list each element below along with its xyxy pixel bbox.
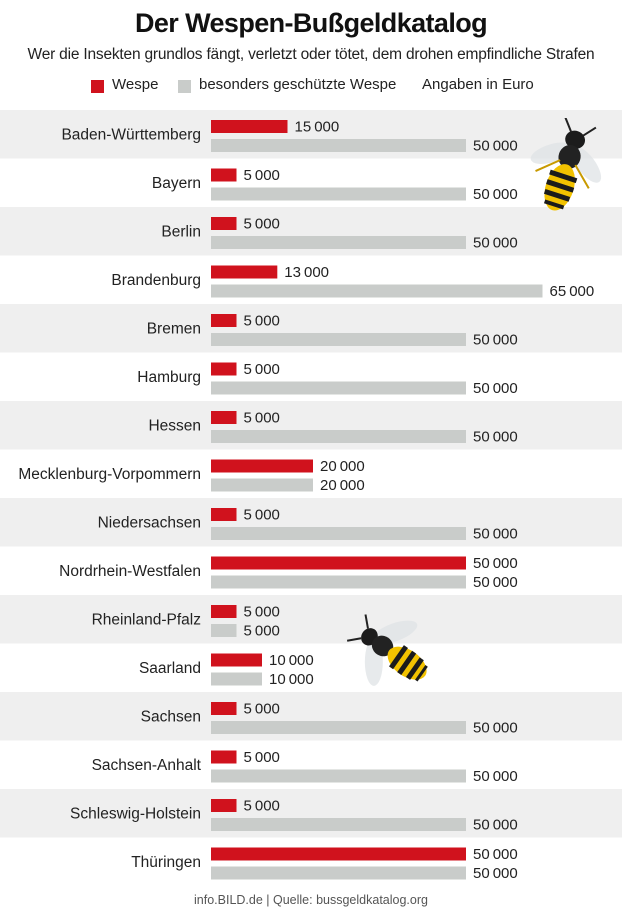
value-label-wespe: 50 000 xyxy=(473,846,518,863)
bar-chart: Baden-Württemberg 15 000 50 000 Bayern 5 000… xyxy=(0,110,622,882)
value-label-geschuetzt: 50 000 xyxy=(473,429,518,446)
category-label: Niedersachsen xyxy=(98,514,201,531)
value-label-wespe: 5 000 xyxy=(244,749,280,766)
value-label-wespe: 5 000 xyxy=(244,216,280,233)
bar-wespe xyxy=(211,508,237,521)
bar-geschuetzt xyxy=(211,236,466,249)
category-label: Berlin xyxy=(161,223,201,240)
bar-wespe xyxy=(211,265,278,279)
bar-geschuetzt xyxy=(211,187,466,201)
bar-wespe xyxy=(211,217,237,230)
value-label-geschuetzt: 50 000 xyxy=(473,817,518,834)
category-label: Nordrhein-Westfalen xyxy=(59,563,201,580)
chart-subtitle: Wer die Insekten grundlos fängt, verletz… xyxy=(27,46,595,63)
bar-wespe xyxy=(211,702,237,715)
category-label: Hamburg xyxy=(137,369,201,386)
bar-geschuetzt xyxy=(211,818,466,831)
legend-label-geschuetzt: besonders geschützte Wespe xyxy=(199,76,397,93)
row-stripe xyxy=(0,595,622,644)
bar-geschuetzt xyxy=(211,430,466,443)
value-label-wespe: 5 000 xyxy=(244,798,280,815)
category-label: Saarland xyxy=(139,660,201,677)
value-label-geschuetzt: 5 000 xyxy=(244,623,280,640)
category-label: Thüringen xyxy=(131,854,201,871)
value-label-wespe: 5 000 xyxy=(244,313,280,330)
legend-unit-note: Angaben in Euro xyxy=(422,76,534,93)
bar-geschuetzt xyxy=(211,575,466,589)
value-label-wespe: 13 000 xyxy=(284,264,329,281)
bar-wespe xyxy=(211,168,237,182)
bar-wespe xyxy=(211,750,237,764)
bar-geschuetzt xyxy=(211,721,466,734)
category-label: Brandenburg xyxy=(111,272,201,289)
bar-geschuetzt xyxy=(211,333,466,346)
bar-geschuetzt xyxy=(211,672,262,686)
bar-geschuetzt xyxy=(211,527,466,540)
category-label: Rheinland-Pfalz xyxy=(92,611,201,628)
value-label-geschuetzt: 10 000 xyxy=(269,671,314,688)
category-label: Schleswig-Holstein xyxy=(70,805,201,822)
value-label-geschuetzt: 50 000 xyxy=(473,235,518,252)
chart-title: Der Wespen-Bußgeldkatalog xyxy=(134,8,488,38)
value-label-geschuetzt: 20 000 xyxy=(320,477,365,494)
value-label-wespe: 5 000 xyxy=(244,167,280,184)
source-footer: info.BILD.de | Quelle: bussgeldkatalog.o… xyxy=(194,893,428,907)
bar-geschuetzt xyxy=(211,478,313,492)
bar-wespe xyxy=(211,556,466,570)
value-label-geschuetzt: 65 000 xyxy=(550,283,595,300)
value-label-geschuetzt: 50 000 xyxy=(473,720,518,737)
category-label: Baden-Württemberg xyxy=(61,126,201,143)
value-label-geschuetzt: 50 000 xyxy=(473,332,518,349)
bar-geschuetzt xyxy=(211,381,466,395)
category-label: Hessen xyxy=(148,417,201,434)
legend-swatch-wespe xyxy=(91,80,104,93)
category-label: Bremen xyxy=(147,320,201,337)
bar-wespe xyxy=(211,605,237,618)
legend: Wespe besonders geschützte Wespe Angaben… xyxy=(0,76,622,96)
bar-wespe xyxy=(211,362,237,376)
value-label-wespe: 5 000 xyxy=(244,410,280,427)
bar-geschuetzt xyxy=(211,284,543,298)
value-label-geschuetzt: 50 000 xyxy=(473,526,518,543)
value-label-wespe: 50 000 xyxy=(473,555,518,572)
value-label-wespe: 5 000 xyxy=(244,701,280,718)
value-label-wespe: 15 000 xyxy=(295,119,340,136)
bar-geschuetzt xyxy=(211,866,466,880)
value-label-wespe: 5 000 xyxy=(244,507,280,524)
bar-wespe xyxy=(211,459,313,473)
bar-geschuetzt xyxy=(211,769,466,783)
bar-geschuetzt xyxy=(211,624,237,637)
bar-wespe xyxy=(211,653,262,667)
wasp-illustration-icon xyxy=(346,614,428,686)
category-label: Sachsen xyxy=(141,708,201,725)
legend-label-wespe: Wespe xyxy=(112,76,159,93)
value-label-wespe: 10 000 xyxy=(269,652,314,669)
wasp-illustration-icon xyxy=(530,118,602,211)
category-label: Bayern xyxy=(152,175,201,192)
bar-geschuetzt xyxy=(211,139,466,152)
category-label: Mecklenburg-Vorpommern xyxy=(18,466,201,483)
bar-wespe xyxy=(211,847,466,861)
value-label-wespe: 5 000 xyxy=(244,361,280,378)
value-label-geschuetzt: 50 000 xyxy=(473,186,518,203)
value-label-wespe: 5 000 xyxy=(244,604,280,621)
value-label-geschuetzt: 50 000 xyxy=(473,768,518,785)
value-label-geschuetzt: 50 000 xyxy=(473,865,518,882)
category-label: Sachsen-Anhalt xyxy=(92,757,202,774)
value-label-geschuetzt: 50 000 xyxy=(473,380,518,397)
value-label-geschuetzt: 50 000 xyxy=(473,574,518,591)
legend-swatch-geschuetzt xyxy=(178,80,191,93)
value-label-wespe: 20 000 xyxy=(320,458,365,475)
bar-wespe xyxy=(211,799,237,812)
bar-wespe xyxy=(211,314,237,327)
value-label-geschuetzt: 50 000 xyxy=(473,138,518,155)
bar-wespe xyxy=(211,120,288,133)
bar-wespe xyxy=(211,411,237,424)
